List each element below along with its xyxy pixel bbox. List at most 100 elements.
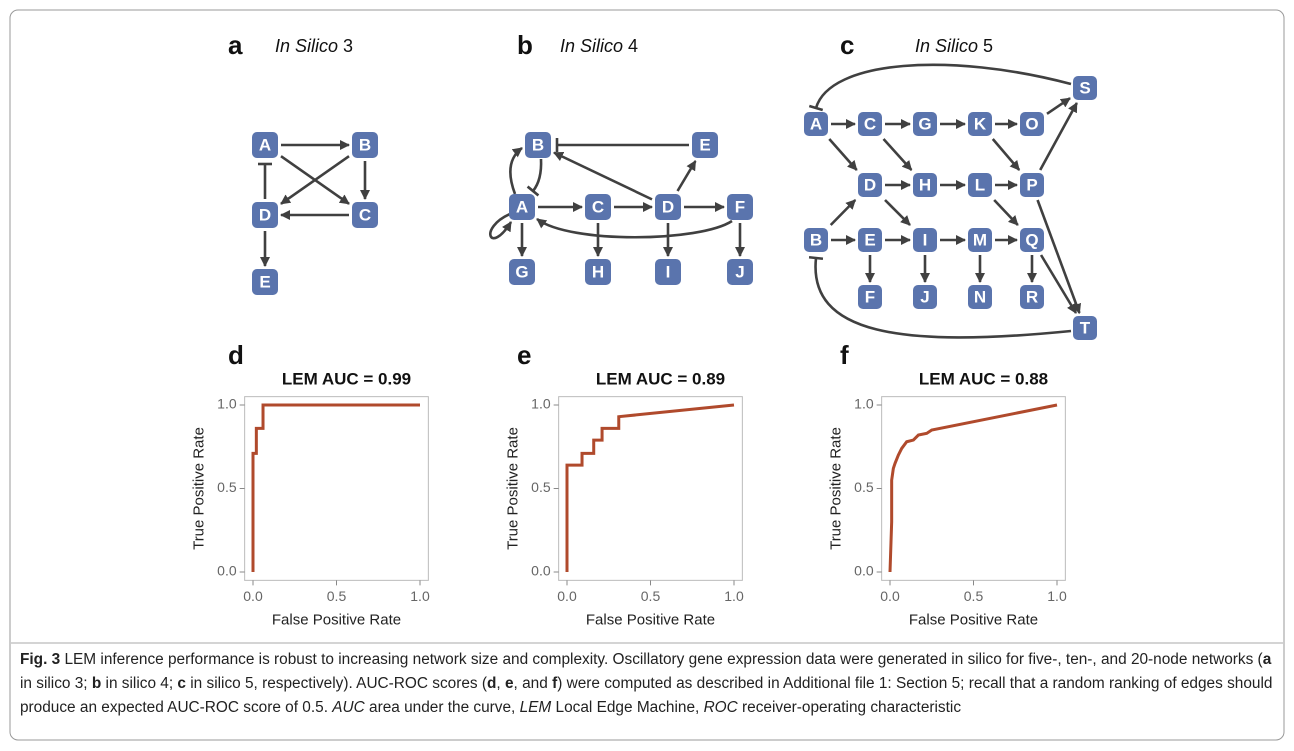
node-label: R bbox=[1026, 287, 1038, 306]
node-label: I bbox=[666, 262, 671, 281]
chart-title: LEM AUC = 0.89 bbox=[596, 369, 725, 388]
node bbox=[585, 259, 611, 285]
figure-border bbox=[9, 9, 1285, 741]
x-axis-label: False Positive Rate bbox=[272, 611, 401, 628]
x-tick-label: 0.5 bbox=[641, 588, 661, 604]
node bbox=[655, 259, 681, 285]
node-label: B bbox=[532, 135, 544, 154]
caption-text: , and bbox=[513, 675, 553, 692]
x-axis-label: False Positive Rate bbox=[586, 611, 715, 628]
node bbox=[968, 285, 992, 309]
roc-line bbox=[888, 403, 1058, 573]
node bbox=[968, 112, 992, 136]
x-tick-label: 0.5 bbox=[327, 588, 347, 604]
y-axis-label: True Positive Rate bbox=[505, 427, 522, 550]
node-label: S bbox=[1079, 78, 1090, 97]
caption-ref: b bbox=[91, 675, 102, 692]
title-italic: In Silico bbox=[275, 36, 338, 56]
y-tick-label: 0.0 bbox=[531, 563, 551, 579]
edge bbox=[536, 217, 733, 239]
node-label: H bbox=[592, 262, 604, 281]
diagram-title: In Silico 4 bbox=[560, 36, 638, 56]
caption-text: LEM inference performance is robust to i… bbox=[60, 651, 1263, 668]
title-number: 5 bbox=[983, 36, 993, 56]
node bbox=[352, 202, 378, 228]
node-label: H bbox=[919, 175, 931, 194]
caption-ref: e bbox=[504, 675, 514, 692]
node-label: M bbox=[973, 230, 987, 249]
panel-letter: c bbox=[840, 30, 854, 60]
edge bbox=[1039, 102, 1078, 171]
node-label: B bbox=[810, 230, 822, 249]
edge bbox=[828, 138, 858, 171]
node bbox=[692, 132, 718, 158]
node-label: F bbox=[865, 287, 875, 306]
x-axis-label: False Positive Rate bbox=[909, 611, 1038, 628]
node bbox=[858, 285, 882, 309]
node-label: F bbox=[735, 197, 745, 216]
node-label: A bbox=[259, 135, 271, 154]
node bbox=[1020, 285, 1044, 309]
node bbox=[858, 173, 882, 197]
node-label: C bbox=[864, 114, 876, 133]
node bbox=[804, 112, 828, 136]
chart-title: LEM AUC = 0.88 bbox=[919, 369, 1048, 388]
x-tick-label: 0.0 bbox=[880, 588, 900, 604]
caption-text: ) were computed as described in Addition… bbox=[20, 675, 1273, 716]
title-number: 3 bbox=[343, 36, 353, 56]
node-label: G bbox=[918, 114, 931, 133]
panel-letter: a bbox=[228, 30, 243, 60]
edge bbox=[526, 158, 543, 197]
node bbox=[352, 132, 378, 158]
caption-text: , bbox=[496, 675, 505, 692]
caption-text: receiver-operating characteristic bbox=[737, 699, 962, 716]
node bbox=[913, 285, 937, 309]
node bbox=[727, 194, 753, 220]
x-tick-label: 0.5 bbox=[964, 588, 984, 604]
node bbox=[913, 112, 937, 136]
edge bbox=[280, 155, 350, 205]
title-number: 4 bbox=[628, 36, 638, 56]
edge bbox=[676, 160, 697, 192]
caption-text: area under the curve, bbox=[364, 699, 520, 716]
node-label: K bbox=[974, 114, 987, 133]
edge bbox=[829, 199, 857, 226]
caption-label: Fig. 3 bbox=[20, 651, 61, 668]
plot-frame bbox=[881, 396, 1066, 581]
caption-text: in silico 3; bbox=[20, 675, 92, 692]
node-label: D bbox=[864, 175, 876, 194]
caption-abbr: AUC bbox=[332, 699, 365, 716]
node bbox=[858, 228, 882, 252]
node-label: J bbox=[920, 287, 929, 306]
roc-line bbox=[251, 403, 420, 572]
node bbox=[968, 173, 992, 197]
diagram-title: In Silico 3 bbox=[275, 36, 353, 56]
y-tick-label: 1.0 bbox=[531, 396, 551, 412]
caption: Fig. 3 LEM inference performance is robu… bbox=[20, 648, 1276, 720]
title-italic: In Silico bbox=[560, 36, 623, 56]
node bbox=[252, 269, 278, 295]
x-tick-label: 0.0 bbox=[243, 588, 263, 604]
node bbox=[1020, 173, 1044, 197]
node-label: Q bbox=[1025, 230, 1038, 249]
node bbox=[252, 202, 278, 228]
node-label: N bbox=[974, 287, 986, 306]
y-tick-label: 0.0 bbox=[217, 563, 237, 579]
y-tick-label: 1.0 bbox=[217, 396, 237, 412]
node bbox=[1020, 228, 1044, 252]
edge bbox=[509, 146, 523, 195]
node-label: J bbox=[735, 262, 744, 281]
caption-ref: a bbox=[1262, 651, 1272, 668]
node bbox=[509, 194, 535, 220]
x-tick-label: 1.0 bbox=[410, 588, 430, 604]
y-tick-label: 0.5 bbox=[217, 479, 237, 495]
node bbox=[655, 194, 681, 220]
caption-text: Local Edge Machine, bbox=[551, 699, 704, 716]
y-tick-label: 0.0 bbox=[854, 563, 874, 579]
x-tick-label: 1.0 bbox=[724, 588, 744, 604]
edge bbox=[882, 138, 913, 171]
node bbox=[1073, 316, 1097, 340]
x-tick-label: 0.0 bbox=[557, 588, 577, 604]
